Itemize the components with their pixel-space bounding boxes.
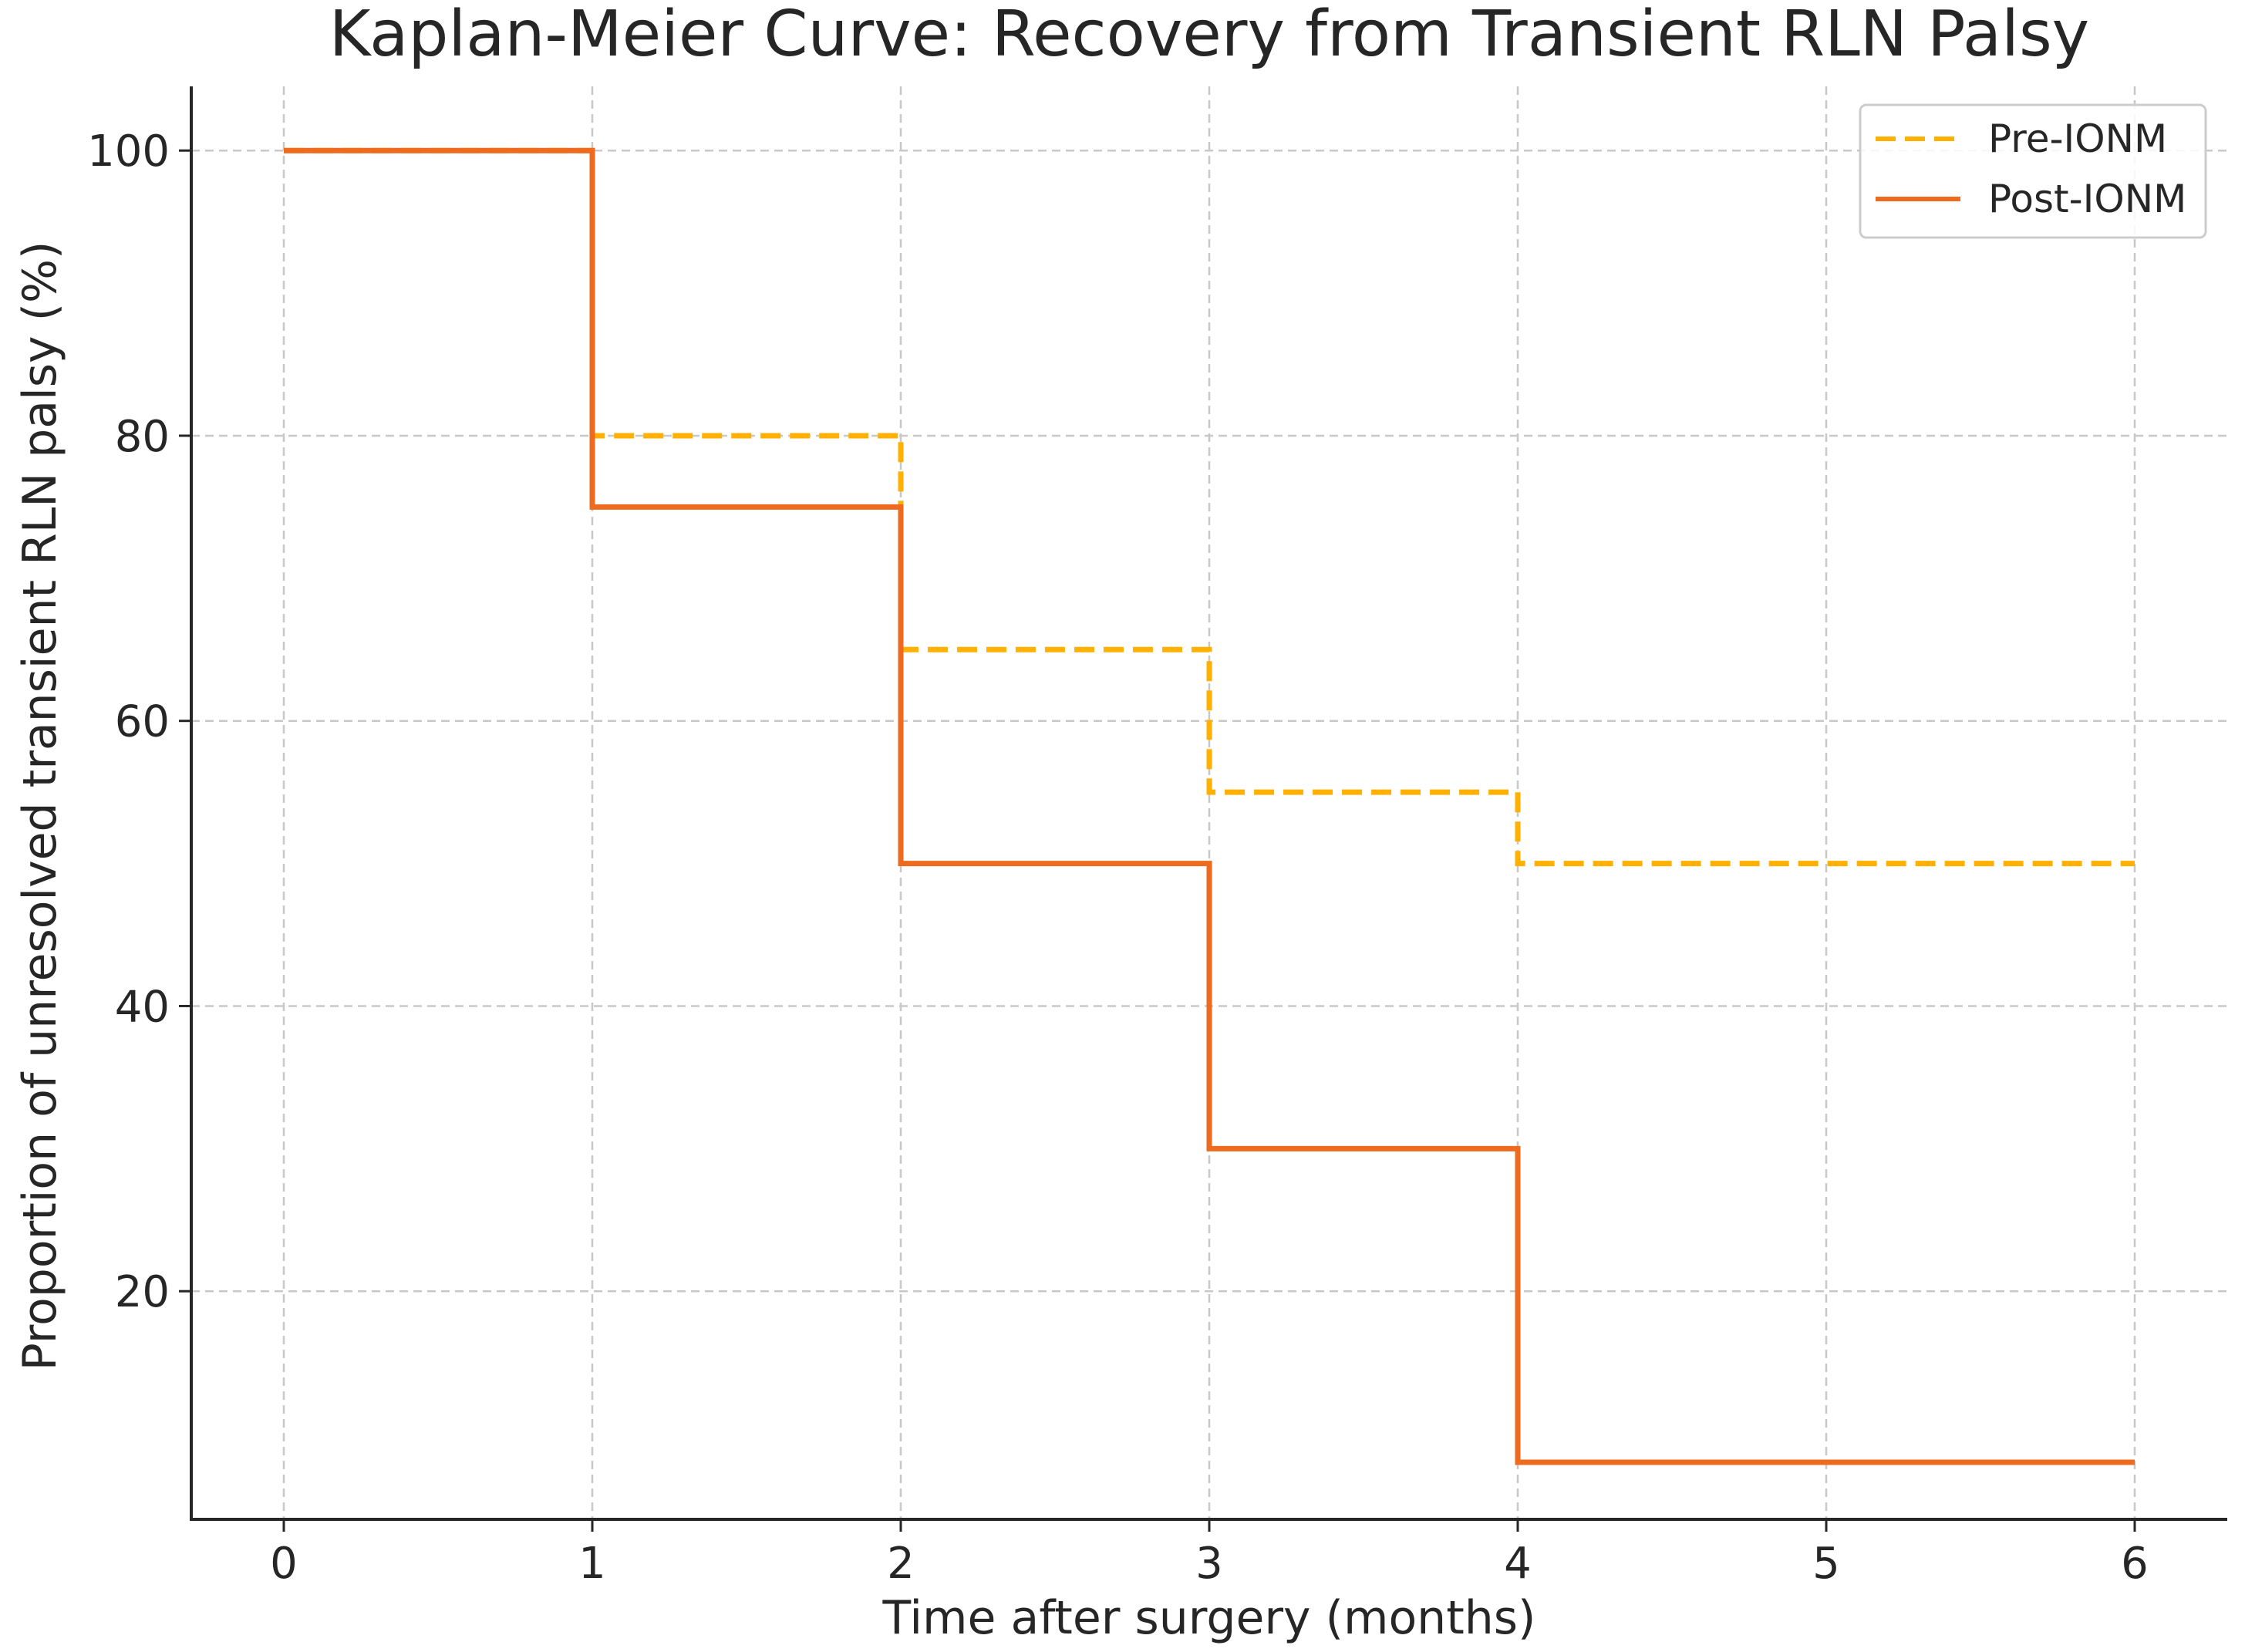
x-tick-label: 0: [270, 1539, 298, 1589]
y-tick-label: 80: [115, 412, 170, 462]
legend: Pre-IONM Post-IONM: [1859, 103, 2207, 239]
y-tick-label: 100: [87, 126, 170, 177]
legend-label-pre-ionm: Pre-IONM: [1988, 116, 2167, 161]
chart-title: Kaplan-Meier Curve: Recovery from Transi…: [329, 0, 2089, 71]
x-tick-label: 2: [887, 1539, 915, 1589]
axes: 0 1 2 3 4 5 6 20 40 60 80 100: [87, 86, 2227, 1589]
grid: [191, 86, 2227, 1519]
y-tick-label: 60: [115, 697, 170, 747]
x-tick-label: 5: [1812, 1539, 1840, 1589]
x-tick-label: 6: [2121, 1539, 2149, 1589]
axis-spines: [190, 86, 2227, 1521]
x-axis-label: Time after surgery (months): [882, 1591, 1536, 1645]
legend-label-post-ionm: Post-IONM: [1988, 177, 2186, 221]
x-tick-label: 1: [578, 1539, 606, 1589]
y-tick-label: 40: [115, 982, 170, 1032]
y-axis-label: Proportion of unresolved transient RLN p…: [13, 241, 67, 1371]
x-tick-label: 3: [1195, 1539, 1223, 1589]
x-tick-label: 4: [1504, 1539, 1532, 1589]
series-line-post-ionm: [284, 147, 2135, 1465]
series-layer: [284, 147, 2135, 1465]
y-tick-label: 20: [115, 1267, 170, 1317]
